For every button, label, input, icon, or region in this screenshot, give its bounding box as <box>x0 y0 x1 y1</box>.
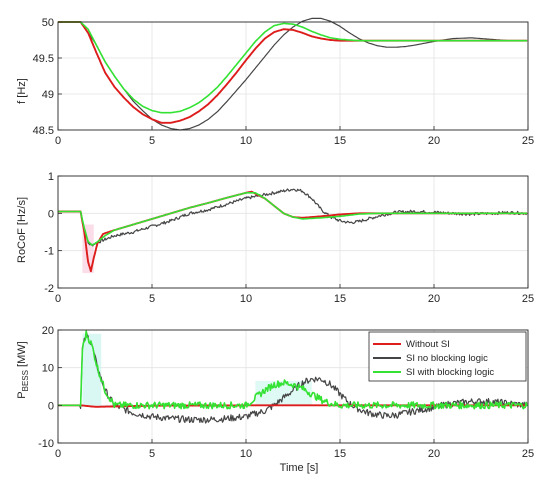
frequency-ticks: 0 5 10 15 20 25 48.5 49 49.5 50 <box>33 17 535 147</box>
x-tick-label-3: 15 <box>334 293 346 305</box>
power-shading <box>82 333 312 406</box>
y-tick-label-1: -1 <box>44 246 54 258</box>
legend-label-si-with-blocking: SI with blocking logic <box>406 367 494 378</box>
y-tick-label-0: -2 <box>44 283 54 295</box>
rocof-shading <box>82 224 94 274</box>
frequency-series-si-with-blocking <box>58 21 528 114</box>
frequency-axes-frame <box>57 21 529 131</box>
x-tick-label-2: 10 <box>240 293 252 305</box>
x-tick-label-5: 25 <box>522 135 534 147</box>
y-tick-label-3: 1 <box>48 171 54 183</box>
y-tick-label-2: 10 <box>42 363 54 375</box>
power-lines <box>57 330 528 424</box>
y-tick-label-3: 50 <box>42 17 54 29</box>
legend: Without SI SI no blocking logic SI with … <box>368 331 527 382</box>
y-tick-label-0: 48.5 <box>33 125 54 137</box>
y-tick-label-1: 49 <box>42 89 54 101</box>
x-tick-label-1: 5 <box>149 448 155 460</box>
x-tick-label-2: 10 <box>240 448 252 460</box>
x-tick-label-5: 25 <box>522 448 534 460</box>
power-shade-band-1 <box>82 333 102 406</box>
x-tick-label-0: 0 <box>55 293 61 305</box>
y-tick-label-0: -10 <box>38 438 54 450</box>
x-tick-label-2: 10 <box>240 135 252 147</box>
x-tick-label-4: 20 <box>428 135 440 147</box>
x-tick-label-4: 20 <box>428 448 440 460</box>
frequency-panel: 0 5 10 15 20 25 48.5 49 49.5 50 f [Hz] <box>16 17 534 147</box>
frequency-lines <box>57 17 528 131</box>
x-tick-label-1: 5 <box>149 135 155 147</box>
frequency-series-without-si <box>57 21 528 124</box>
rocof-y-axis-label: RoCoF [Hz/s] <box>16 197 28 263</box>
x-tick-label-3: 15 <box>334 135 346 147</box>
x-tick-label-1: 5 <box>149 293 155 305</box>
x-axis-label: Time [s] <box>280 462 319 474</box>
y-tick-label-1: 0 <box>48 400 54 412</box>
x-tick-label-4: 20 <box>428 293 440 305</box>
rocof-axes-frame <box>57 175 529 289</box>
frequency-series-si-no-blocking <box>58 17 528 131</box>
y-tick-label-2: 49.5 <box>33 53 54 65</box>
x-tick-label-0: 0 <box>55 135 61 147</box>
x-tick-label-3: 15 <box>334 448 346 460</box>
rocof-series-si-with-blocking <box>58 192 528 246</box>
legend-label-without-si: Without SI <box>406 339 450 350</box>
rocof-shade-band <box>82 224 94 274</box>
power-y-axis-label: PBESS [MW] <box>16 341 30 398</box>
y-tick-label-2: 0 <box>48 208 54 220</box>
power-series-si-with-blocking <box>58 330 528 410</box>
power-axes-frame <box>57 329 529 444</box>
y-tick-label-3: 20 <box>42 325 54 337</box>
x-tick-label-5: 25 <box>522 293 534 305</box>
rocof-panel: 0 5 10 15 20 25 -2 -1 0 1 RoCoF [Hz/s] <box>16 171 534 305</box>
rocof-series-without-si <box>57 190 528 273</box>
legend-label-si-no-blocking: SI no blocking logic <box>406 353 488 364</box>
rocof-ticks: 0 5 10 15 20 25 -2 -1 0 1 <box>44 171 534 305</box>
rocof-lines <box>57 188 528 273</box>
x-tick-label-0: 0 <box>55 448 61 460</box>
frequency-y-axis-label: f [Hz] <box>16 78 28 104</box>
